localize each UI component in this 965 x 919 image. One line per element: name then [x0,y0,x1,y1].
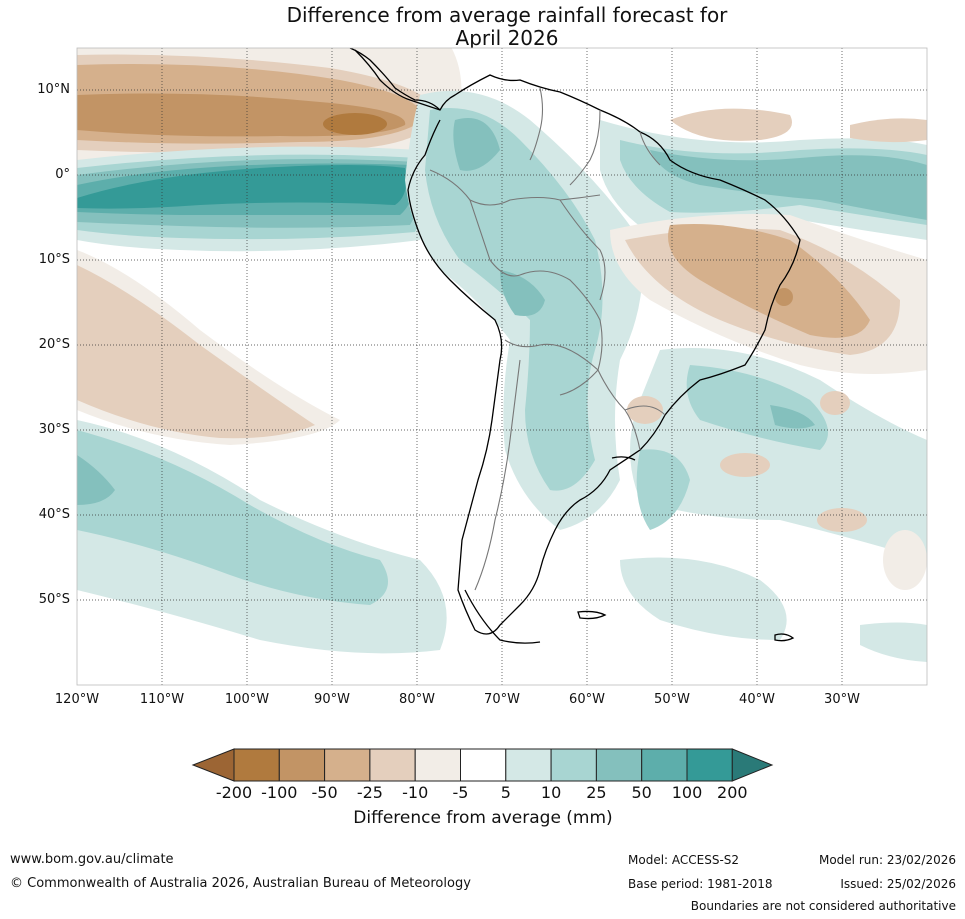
wet-zone-south-pacific-mid [77,430,388,605]
colorbar-bin-6 [460,748,507,782]
colorbar-tick: -200 [215,783,253,802]
colorbar-tick: -25 [356,783,383,802]
wet-zone-andes-core [453,118,500,171]
lon-label-90w: 90°W [314,692,350,707]
wet-zone-bolivia-core [500,270,545,316]
colorbar-tick: -100 [261,783,298,802]
rainfall-anomaly-field [77,48,927,685]
colorbar-bin-10 [641,748,688,782]
lat-label-10s: 10°S [38,252,70,267]
lat-label-10n: 10°N [37,82,70,97]
dry-patch-atlantic-5 [627,396,663,424]
coastlines [349,48,801,644]
wet-zone-south-pacific-core [77,455,115,505]
wet-zone-south-atlantic-core [770,405,815,429]
wet-zone-equatorial-atlantic-core [650,150,927,220]
wet-zone-equatorial-peak [77,165,407,209]
dry-zone-northeast-brazil-peak [775,288,793,306]
colorbar-tick: -5 [452,783,469,802]
wet-zone-far-south-atlantic [860,622,927,662]
lon-label-120w: 120°W [54,692,100,707]
wet-zone-uruguay [636,449,690,530]
lat-label-40s: 40°S [38,507,70,522]
wet-zone-southern-atlantic [620,557,787,640]
lat-label-20s: 20°S [38,337,70,352]
colorbar-under-triangle [191,748,235,782]
lon-label-30w: 30°W [824,692,860,707]
colorbar-bin-3 [324,748,371,782]
map-title: Difference from average rainfall forecas… [0,4,965,50]
colorbar-tick: -10 [402,783,429,802]
dry-patch-atlantic-1 [720,453,770,477]
dry-zone-southeast-pacific-core [77,265,315,439]
wet-zone-south-atlantic-mid [686,365,828,450]
dry-patch-atlantic-4 [883,530,927,590]
dry-zone-north-atlantic-east [850,118,927,143]
lon-label-70w: 70°W [484,692,520,707]
lon-label-40w: 40°W [739,692,775,707]
title-line-1: Difference from average rainfall forecas… [286,3,728,27]
colorbar-bin-5 [414,748,462,782]
colorbar-bin-11 [686,748,733,782]
country-boundaries [429,87,666,591]
footer-model-run: Model run: 23/02/2026 [818,853,956,867]
dry-zone-north-strong [77,93,406,137]
graticule [77,48,927,685]
footer-base-period: Base period: 1981-2018 [628,877,773,891]
colorbar [191,748,774,782]
dry-zone-northeast-brazil-core [668,224,870,338]
lat-label-30s: 30°S [38,422,70,437]
colorbar-bin-2 [278,748,326,782]
footer-model: Model: ACCESS-S2 [628,853,740,867]
footer-issued: Issued: 25/02/2026 [840,877,956,891]
colorbar-tick: -50 [311,783,338,802]
colorbar-tick: 10 [540,783,562,802]
colorbar-tick: 5 [500,783,511,802]
footer-copyright: © Commonwealth of Australia 2026, Austra… [10,876,471,891]
colorbar-bin-8 [550,748,597,782]
dry-zone-north-atlantic [670,108,792,141]
colorbar-tick: 25 [586,783,607,802]
footer-disclaimer: Boundaries are not considered authoritat… [690,899,956,913]
colorbar-label: Difference from average (mm) [353,808,613,828]
colorbar-bin-4 [369,748,416,782]
lon-label-80w: 80°W [399,692,435,707]
colorbar-bin-9 [595,748,643,782]
lat-label-0: 0° [55,167,70,182]
colorbar-bin-1 [233,748,280,782]
lon-label-50w: 50°W [654,692,690,707]
colorbar-bin-7 [505,748,552,782]
colorbar-tick: 100 [671,783,703,802]
colorbar-over-triangle [731,748,774,782]
dry-patch-atlantic-3 [820,391,850,415]
footer-url: www.bom.gov.au/climate [10,852,174,867]
lon-label-60w: 60°W [569,692,605,707]
lat-label-50s: 50°S [38,592,70,607]
lon-label-100w: 100°W [224,692,270,707]
colorbar-tick: 50 [631,783,652,802]
lon-label-110w: 110°W [139,692,185,707]
title-line-2: April 2026 [455,26,559,50]
dry-zone-north-peak [323,113,387,135]
colorbar-tick: 200 [717,783,748,802]
map-frame [76,47,928,686]
